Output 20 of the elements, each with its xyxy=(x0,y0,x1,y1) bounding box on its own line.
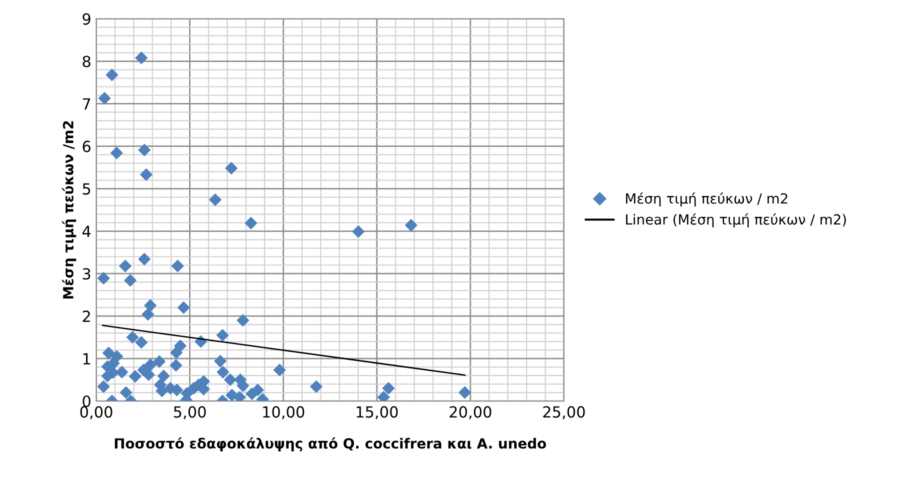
y-tick-label: 4 xyxy=(82,226,91,237)
y-axis-title: Μέση τιμή πεύκων /m2 xyxy=(62,121,76,299)
legend-label: Linear (Μέση τιμή πεύκων / m2) xyxy=(626,213,846,228)
y-tick-label: 9 xyxy=(82,13,90,25)
y-tick-label: 5 xyxy=(82,183,90,195)
x-tick-label: 20,00 xyxy=(450,406,492,420)
x-tick-label: 15,00 xyxy=(356,406,398,420)
x-tick-label: 5,00 xyxy=(174,406,206,420)
y-tick-label: 2 xyxy=(82,310,90,322)
y-tick-label: 3 xyxy=(82,268,90,280)
x-tick-label: 25,00 xyxy=(543,406,585,420)
y-tick-label: 6 xyxy=(82,140,90,152)
x-tick-label: 0,00 xyxy=(80,406,112,420)
y-tick-label: 8 xyxy=(82,56,90,68)
x-axis-title: Ποσοστό εδαφοκάλυψης από Q. coccifrera και A. unedo xyxy=(114,437,546,452)
y-tick-label: 7 xyxy=(82,98,90,110)
x-tick-label: 10,00 xyxy=(263,406,304,420)
y-tick-label: 0 xyxy=(82,395,90,408)
y-tick-label: 1 xyxy=(83,353,90,364)
legend-label: Μέση τιμή πεύκων / m2 xyxy=(626,192,788,206)
